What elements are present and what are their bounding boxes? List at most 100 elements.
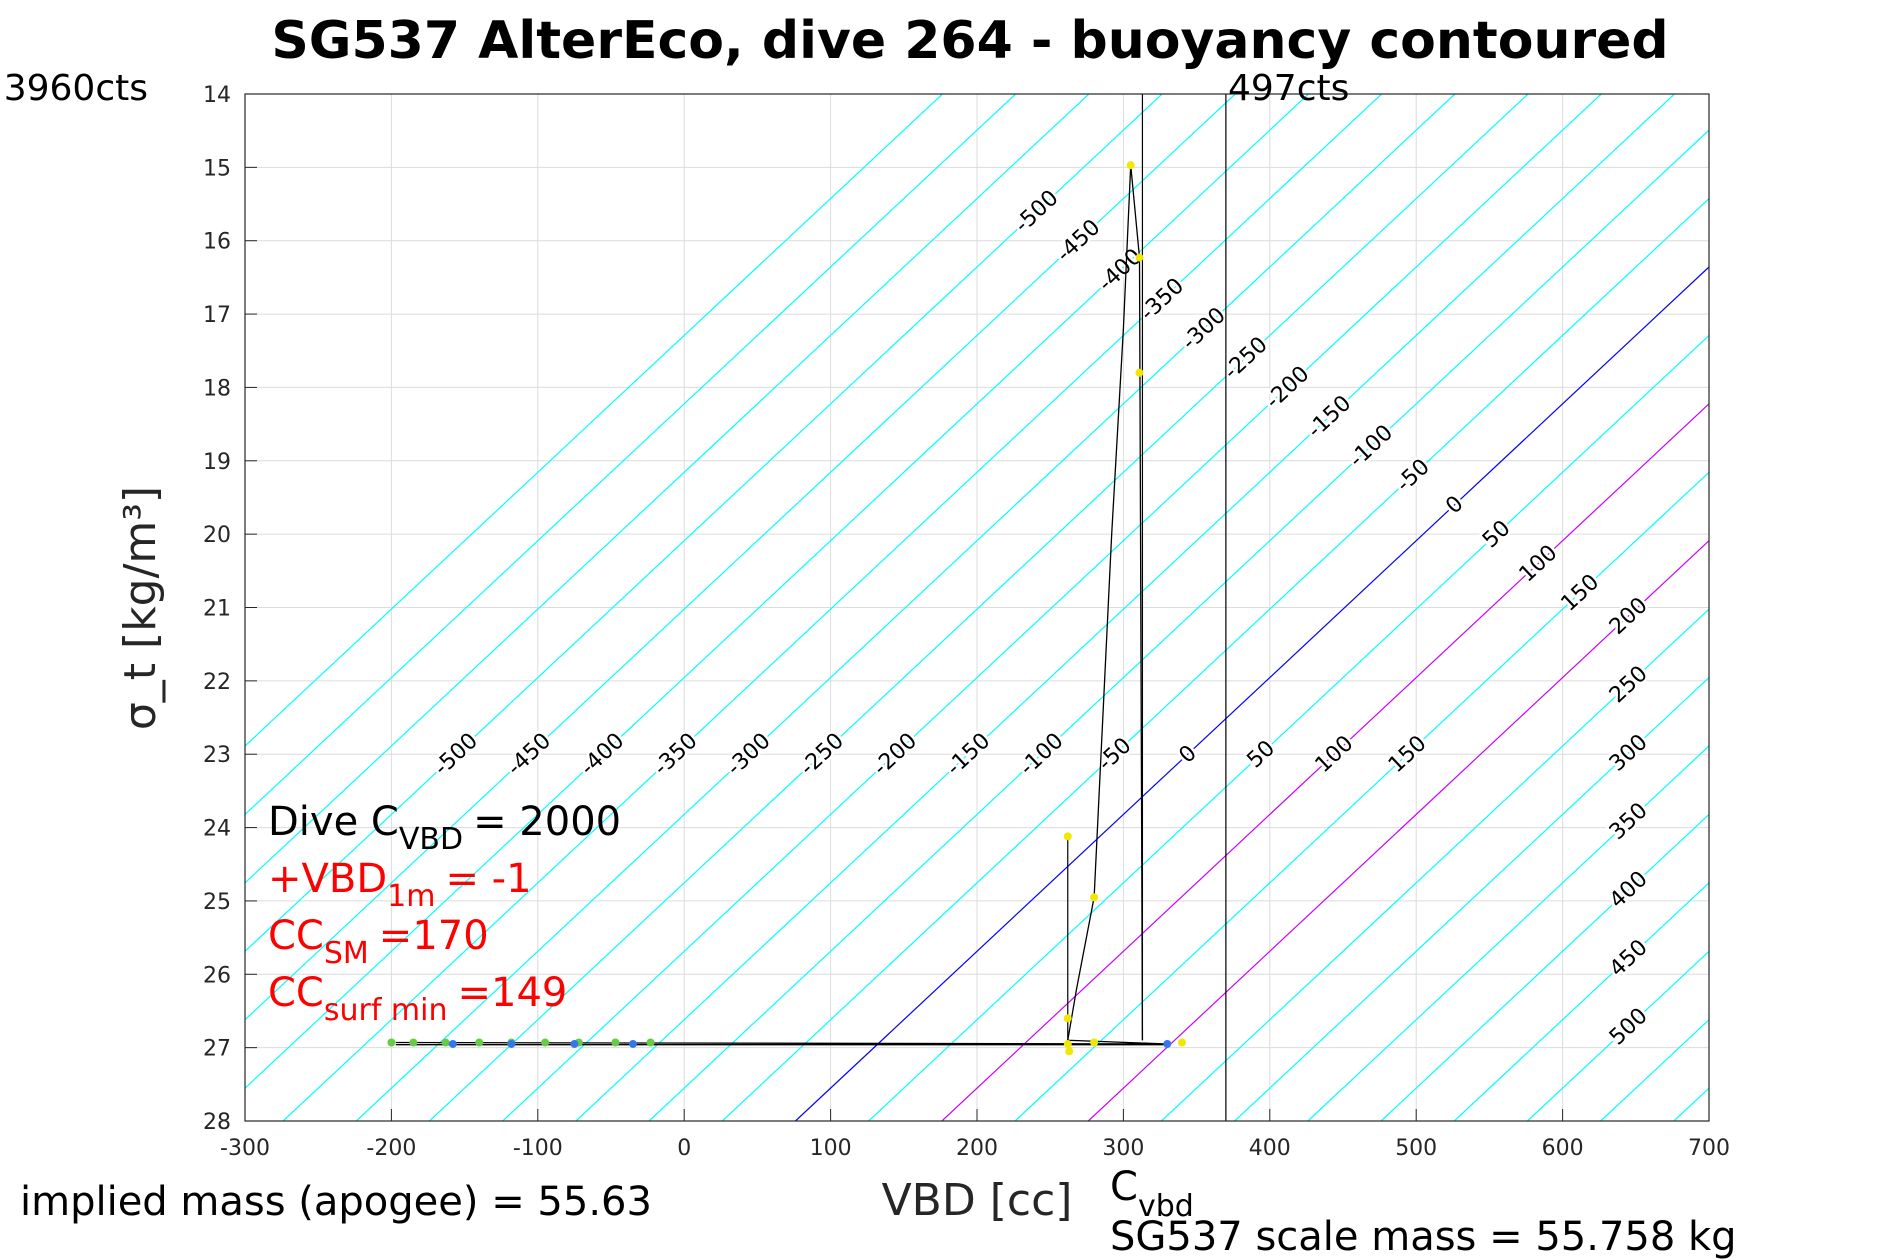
axes: -300 -200 -100 0 100 200 300 400 500 600 700 14 15 16… bbox=[203, 83, 1730, 1161]
annotation-cc-surf: CCsurf min =149 bbox=[268, 970, 567, 1028]
yellow-point bbox=[1135, 368, 1144, 377]
contour-line bbox=[1234, 676, 1709, 1121]
y-tick-label: 14 bbox=[203, 83, 231, 108]
y-axis-label: σ_t [kg/m³] bbox=[115, 486, 166, 730]
contour-line bbox=[1307, 745, 1709, 1121]
plot-frame bbox=[244, 93, 1710, 1122]
y-tick-label: 17 bbox=[203, 303, 231, 328]
grid bbox=[244, 93, 1710, 1122]
y-tick-label: 21 bbox=[203, 597, 231, 622]
x-tick-label: -200 bbox=[366, 1136, 416, 1161]
blue-point bbox=[507, 1039, 516, 1048]
dive-cvbd-sub: VBD bbox=[399, 822, 463, 857]
x-tick-label: 100 bbox=[810, 1136, 852, 1161]
y-tick-label: 15 bbox=[203, 156, 231, 181]
yellow-point bbox=[1065, 1047, 1074, 1056]
yellow-point bbox=[1063, 1014, 1072, 1023]
y-tick-label: 22 bbox=[203, 670, 231, 695]
green-point bbox=[475, 1038, 484, 1047]
green-point bbox=[387, 1038, 396, 1047]
yellow-point bbox=[1063, 832, 1072, 841]
green-point bbox=[541, 1038, 550, 1047]
contour-line bbox=[941, 403, 1709, 1121]
vbd1m-label: +VBD bbox=[268, 856, 387, 902]
x-tick-label: 700 bbox=[1688, 1136, 1730, 1161]
yellow-point bbox=[1126, 161, 1135, 170]
series bbox=[387, 94, 1227, 1121]
x-tick-label: 600 bbox=[1542, 1136, 1584, 1161]
contour-line bbox=[1014, 471, 1709, 1121]
y-tick-label: 26 bbox=[203, 963, 231, 988]
contour-line bbox=[429, 94, 1529, 1121]
cc-sm-label: CC bbox=[268, 913, 324, 959]
x-tick-label: 0 bbox=[677, 1136, 691, 1161]
green-point bbox=[646, 1038, 655, 1047]
contour-line bbox=[868, 334, 1709, 1121]
cc-surf-label: CC bbox=[268, 970, 324, 1016]
y-tick-label: 24 bbox=[203, 817, 231, 842]
x-axis-label: VBD [cc] bbox=[882, 1175, 1073, 1226]
x-tick-label: 500 bbox=[1395, 1136, 1437, 1161]
dive-cvbd-value: = 2000 bbox=[473, 799, 621, 845]
y-tick-label: 20 bbox=[203, 523, 231, 548]
x-tick-label: 200 bbox=[956, 1136, 998, 1161]
yellow-point bbox=[1177, 1038, 1186, 1047]
cvbd-label: C bbox=[1110, 1164, 1138, 1210]
yellow-point bbox=[1135, 253, 1144, 262]
y-tick-label: 18 bbox=[203, 376, 231, 401]
y-tick-label: 23 bbox=[203, 743, 231, 768]
contour-line bbox=[1747, 94, 1890, 1121]
contour-line bbox=[721, 197, 1709, 1121]
annotation-vbd1m: +VBD1m = -1 bbox=[268, 856, 532, 914]
contour-line bbox=[355, 94, 1456, 1121]
yellow-point bbox=[1063, 1039, 1072, 1048]
blue-point bbox=[448, 1039, 457, 1048]
contour-line bbox=[648, 129, 1709, 1121]
x-tick-label: -100 bbox=[513, 1136, 563, 1161]
y-tick-label: 27 bbox=[203, 1037, 231, 1062]
contour-line bbox=[245, 94, 1017, 816]
blue-point bbox=[1163, 1039, 1172, 1048]
annotation-cvbd: Cvbd bbox=[1110, 1164, 1194, 1224]
y-tick-label: 28 bbox=[203, 1110, 231, 1135]
vbd1m-value: = -1 bbox=[445, 856, 531, 902]
contour-line bbox=[1453, 882, 1709, 1121]
yellow-point bbox=[1090, 1038, 1099, 1047]
contour-line bbox=[245, 94, 943, 747]
contour-lines bbox=[245, 94, 1890, 1121]
cc-surf-value: =149 bbox=[458, 970, 568, 1016]
annotation-dive-cvbd: Dive CVBD = 2000 bbox=[268, 799, 621, 857]
x-tick-label: -300 bbox=[220, 1136, 270, 1161]
contour-line bbox=[245, 94, 1309, 1089]
cc-surf-sub: surf min bbox=[324, 993, 448, 1028]
y-tick-label: 25 bbox=[203, 890, 231, 915]
yellow-point bbox=[1090, 893, 1099, 902]
green-point bbox=[611, 1038, 620, 1047]
vbd1m-sub: 1m bbox=[387, 879, 435, 914]
contour-line bbox=[502, 94, 1602, 1121]
cc-sm-sub: SM bbox=[324, 936, 369, 971]
cc-sm-value: =170 bbox=[379, 913, 489, 959]
blue-point bbox=[628, 1039, 637, 1048]
contour-line bbox=[1161, 608, 1709, 1121]
annotation-top-left: 3960cts bbox=[4, 68, 148, 109]
annotation-top-right: 497cts bbox=[1228, 68, 1349, 109]
contour-line bbox=[282, 94, 1383, 1121]
dive-cvbd-label: Dive C bbox=[268, 799, 399, 845]
contour-line bbox=[245, 94, 1236, 1021]
contour-line bbox=[795, 266, 1709, 1121]
contour-line bbox=[575, 94, 1675, 1121]
x-tick-label: 300 bbox=[1102, 1136, 1144, 1161]
dive-trace bbox=[395, 165, 1168, 1045]
green-point bbox=[409, 1038, 418, 1047]
green-point bbox=[441, 1038, 450, 1047]
contour-line bbox=[245, 94, 1090, 884]
y-tick-label: 19 bbox=[203, 450, 231, 475]
annotation-cc-sm: CCSM =170 bbox=[268, 913, 489, 971]
scale-mass-annotation: SG537 scale mass = 55.758 kg bbox=[1110, 1214, 1737, 1260]
contour-line bbox=[1380, 813, 1709, 1121]
chart-title: SG537 AlterEco, dive 264 - buoyancy cont… bbox=[271, 11, 1668, 71]
cvbd-sub: vbd bbox=[1138, 1189, 1194, 1224]
